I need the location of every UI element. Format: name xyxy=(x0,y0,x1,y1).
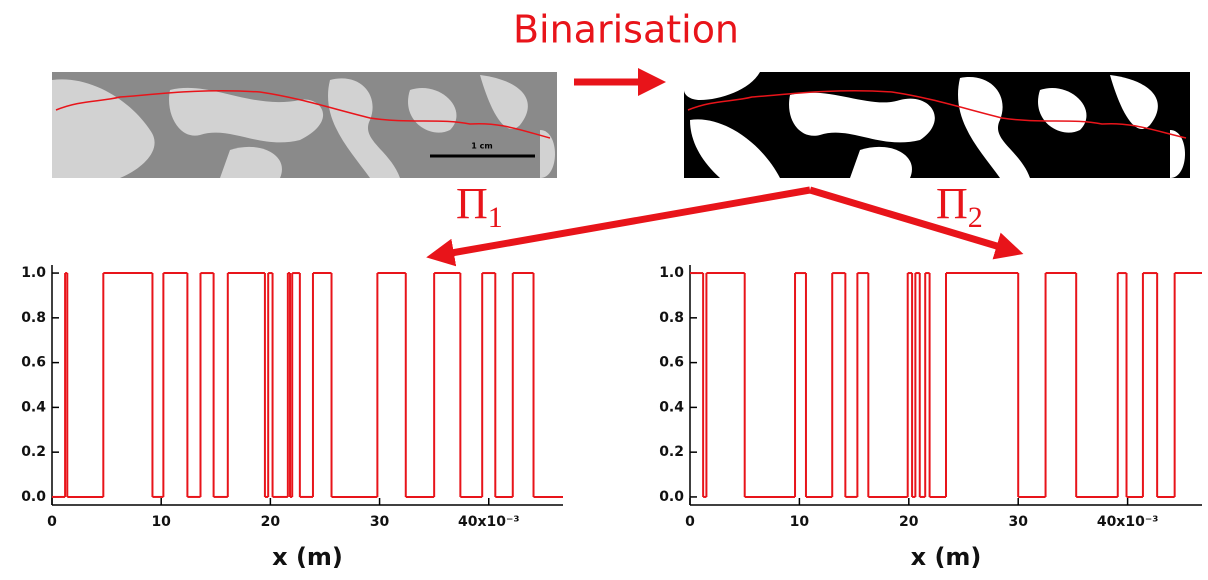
x-axis-label: x (m) xyxy=(272,543,343,571)
profile-label: Π2 xyxy=(936,179,983,234)
micrograph: 1 cm xyxy=(52,72,557,178)
y-tick-label: 1.0 xyxy=(659,265,684,281)
y-tick-label: 1.0 xyxy=(21,265,46,281)
x-tick-label: 20 xyxy=(899,514,919,530)
y-tick-label: 0.8 xyxy=(659,310,684,326)
process-title: Binarisation xyxy=(513,8,739,52)
x-tick-label: 30 xyxy=(370,514,390,530)
y-tick-label: 0.2 xyxy=(659,444,684,460)
x-tick-label: 40x10⁻³ xyxy=(458,514,520,530)
x-axis-label: x (m) xyxy=(911,543,982,571)
x-tick-label: 10 xyxy=(151,514,171,530)
y-tick-label: 0.6 xyxy=(21,355,46,371)
x-tick-label: 40x10⁻³ xyxy=(1097,514,1159,530)
binarised-image: 1 cm xyxy=(684,72,1190,178)
x-tick-label: 0 xyxy=(685,514,695,530)
profile-arrow xyxy=(808,186,1024,260)
y-tick-label: 0.0 xyxy=(21,489,46,505)
y-tick-label: 0.8 xyxy=(21,310,46,326)
scale-bar-label: 1 cm xyxy=(471,142,492,151)
x-tick-label: 30 xyxy=(1008,514,1028,530)
y-tick-label: 0.2 xyxy=(21,444,46,460)
profile-arrow xyxy=(426,186,811,267)
y-tick-label: 0.4 xyxy=(21,399,46,415)
profile-label: Π1 xyxy=(456,179,503,234)
scale-bar-label: 1 cm xyxy=(1105,162,1126,171)
y-tick-label: 0.6 xyxy=(659,355,684,371)
x-tick-label: 0 xyxy=(47,514,57,530)
x-tick-label: 20 xyxy=(261,514,281,530)
x-tick-label: 10 xyxy=(790,514,810,530)
y-tick-label: 0.0 xyxy=(659,489,684,505)
y-tick-label: 0.4 xyxy=(659,399,684,415)
